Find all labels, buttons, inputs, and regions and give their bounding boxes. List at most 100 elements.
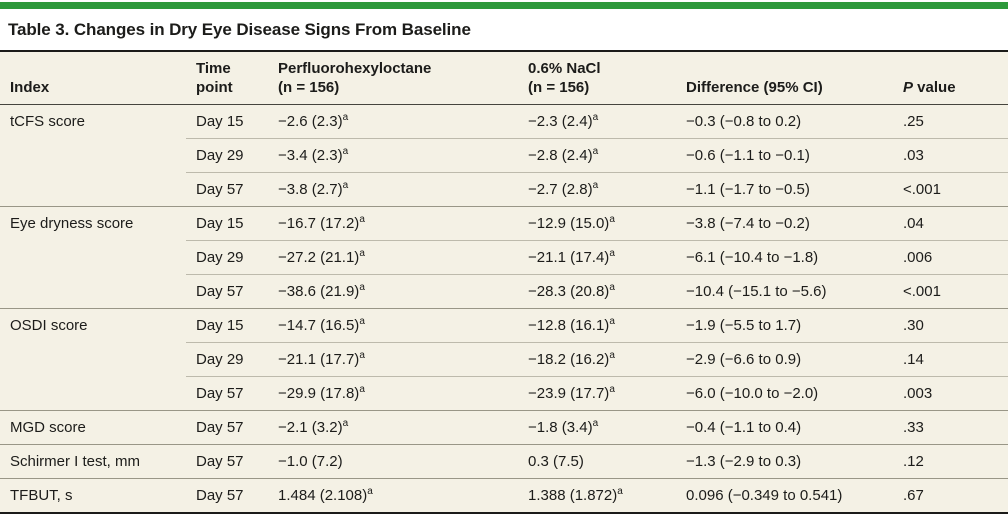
cell-time-point: Day 57 bbox=[186, 478, 268, 512]
cell-index bbox=[0, 342, 186, 376]
cell-difference: −1.1 (−1.7 to −0.5) bbox=[676, 172, 893, 206]
cell-p-value: <.001 bbox=[893, 172, 1008, 206]
cell-difference: −0.6 (−1.1 to −0.1) bbox=[676, 138, 893, 172]
cell-p-value: <.001 bbox=[893, 274, 1008, 308]
footnote-marker: a bbox=[359, 214, 365, 225]
table-row: Schirmer I test, mm Day 57 −1.0 (7.2) 0.3 (… bbox=[0, 444, 1008, 478]
cell-p-value: .25 bbox=[903, 113, 924, 130]
cell-p-value: .12 bbox=[893, 444, 1008, 478]
table-title: Table 3. Changes in Dry Eye Disease Sign… bbox=[8, 20, 471, 39]
footnote-marker: a bbox=[609, 350, 615, 361]
cell-index: TFBUT, s bbox=[0, 478, 186, 512]
footnote-marker: a bbox=[592, 112, 599, 123]
cell-time-point: Day 15 bbox=[186, 206, 268, 240]
table-row: Day 57 −3.8 (2.7)a −2.7 (2.8)a −1.1 (−1.7 t… bbox=[0, 172, 1008, 206]
cell-p-value: .33 bbox=[893, 410, 1008, 444]
cell-time-point: Day 29 bbox=[186, 138, 268, 172]
table-header-row: Index Time point Perfluorohexyloctane (n = 1… bbox=[0, 52, 1008, 105]
cell-time-point: Day 57 bbox=[186, 410, 268, 444]
footnote-marker: a bbox=[359, 350, 365, 361]
cell-p-value: .003 bbox=[893, 376, 1008, 410]
footnote-marker: a bbox=[609, 248, 615, 259]
cell-index: tCFS score bbox=[10, 113, 86, 130]
cell-nacl: −21.1 (17.4)a bbox=[518, 240, 676, 274]
footnote-marker: a bbox=[342, 180, 349, 191]
footnote-marker: a bbox=[367, 486, 373, 497]
cell-difference: 0.096 (−0.349 to 0.541) bbox=[676, 478, 893, 512]
table-row: Eye dryness score Day 15 −16.7 (17.2)a −12.… bbox=[0, 206, 1008, 240]
cell-index bbox=[0, 274, 186, 308]
cell-perfluorohexyloctane: −2.6 (2.3)a bbox=[278, 112, 349, 131]
table-row: TFBUT, s Day 57 1.484 (2.108)a 1.388 (1.872… bbox=[0, 478, 1008, 512]
cell-nacl: 0.3 (7.5) bbox=[518, 444, 676, 478]
cell-time-point: Day 29 bbox=[186, 240, 268, 274]
footnote-marker: a bbox=[359, 316, 365, 327]
cell-p-value: .14 bbox=[893, 342, 1008, 376]
cell-nacl: −23.9 (17.7)a bbox=[518, 376, 676, 410]
cell-nacl: −1.8 (3.4)a bbox=[518, 410, 676, 444]
column-header-time-point: Time point bbox=[186, 52, 268, 105]
cell-perfluorohexyloctane: −16.7 (17.2)a bbox=[268, 206, 518, 240]
cell-nacl: −12.8 (16.1)a bbox=[518, 308, 676, 342]
cell-time-point: Day 57 bbox=[186, 274, 268, 308]
footnote-marker: a bbox=[609, 214, 615, 225]
cell-nacl: −2.7 (2.8)a bbox=[518, 172, 676, 206]
cell-difference: −0.4 (−1.1 to 0.4) bbox=[676, 410, 893, 444]
cell-perfluorohexyloctane: −38.6 (21.9)a bbox=[268, 274, 518, 308]
cell-difference: −6.0 (−10.0 to −2.0) bbox=[676, 376, 893, 410]
cell-perfluorohexyloctane: −3.4 (2.3)a bbox=[268, 138, 518, 172]
cell-index: MGD score bbox=[0, 410, 186, 444]
cell-time-point: Day 15 bbox=[186, 308, 268, 342]
accent-bar bbox=[0, 2, 1008, 9]
cell-perfluorohexyloctane: −29.9 (17.8)a bbox=[268, 376, 518, 410]
cell-index: OSDI score bbox=[0, 308, 186, 342]
cell-perfluorohexyloctane: −3.8 (2.7)a bbox=[268, 172, 518, 206]
table-row: Day 57 −29.9 (17.8)a −23.9 (17.7)a −6.0 (−1… bbox=[0, 376, 1008, 410]
cell-perfluorohexyloctane: −1.0 (7.2) bbox=[268, 444, 518, 478]
cell-time-point: Day 15 bbox=[196, 113, 244, 130]
cell-difference: −0.3 (−0.8 to 0.2) bbox=[686, 113, 802, 130]
cell-perfluorohexyloctane: −27.2 (21.1)a bbox=[268, 240, 518, 274]
cell-nacl: 1.388 (1.872)a bbox=[518, 478, 676, 512]
cell-nacl: −18.2 (16.2)a bbox=[518, 342, 676, 376]
column-header-nacl: 0.6% NaCl (n = 156) bbox=[518, 52, 676, 105]
column-header-difference: Difference (95% CI) bbox=[676, 52, 893, 105]
footnote-marker: a bbox=[592, 180, 599, 191]
cell-difference: −2.9 (−6.6 to 0.9) bbox=[676, 342, 893, 376]
table-row: OSDI score Day 15 −14.7 (16.5)a −12.8 (16.1… bbox=[0, 308, 1008, 342]
table-row: Day 29 −27.2 (21.1)a −21.1 (17.4)a −6.1 (−1… bbox=[0, 240, 1008, 274]
header-row: Index Time point Perfluorohexyloctane (n = 1… bbox=[0, 52, 1008, 105]
cell-difference: −10.4 (−15.1 to −5.6) bbox=[676, 274, 893, 308]
cell-time-point: Day 29 bbox=[186, 342, 268, 376]
cell-p-value: .006 bbox=[893, 240, 1008, 274]
cell-perfluorohexyloctane: −2.1 (3.2)a bbox=[268, 410, 518, 444]
cell-index bbox=[0, 138, 186, 172]
cell-difference: −1.9 (−5.5 to 1.7) bbox=[676, 308, 893, 342]
footnote-marker: a bbox=[342, 418, 349, 429]
cell-time-point: Day 57 bbox=[186, 376, 268, 410]
cell-difference: −3.8 (−7.4 to −0.2) bbox=[676, 206, 893, 240]
footnote-marker: a bbox=[592, 146, 599, 157]
cell-p-value: .03 bbox=[893, 138, 1008, 172]
footnote-marker: a bbox=[342, 112, 349, 123]
cell-nacl: −2.8 (2.4)a bbox=[518, 138, 676, 172]
table-row: Day 29 −21.1 (17.7)a −18.2 (16.2)a −2.9 (−6… bbox=[0, 342, 1008, 376]
cell-time-point: Day 57 bbox=[186, 172, 268, 206]
column-header-perfluorohexyloctane: Perfluorohexyloctane (n = 156) bbox=[268, 52, 518, 105]
table-row: MGD score Day 57 −2.1 (3.2)a −1.8 (3.4)a −0.… bbox=[0, 410, 1008, 444]
cell-nacl: −28.3 (20.8)a bbox=[518, 274, 676, 308]
column-header-p-value: P value bbox=[893, 52, 1008, 105]
table-row: Day 29 −3.4 (2.3)a −2.8 (2.4)a −0.6 (−1.1 t… bbox=[0, 138, 1008, 172]
column-header-index: Index bbox=[0, 52, 186, 105]
dry-eye-signs-table: Index Time point Perfluorohexyloctane (n = 1… bbox=[0, 50, 1008, 514]
footnote-marker: a bbox=[609, 384, 615, 395]
footnote-marker: a bbox=[359, 384, 365, 395]
cell-difference: −1.3 (−2.9 to 0.3) bbox=[676, 444, 893, 478]
table-row: Day 57 −38.6 (21.9)a −28.3 (20.8)a −10.4 (−… bbox=[0, 274, 1008, 308]
cell-index: Schirmer I test, mm bbox=[0, 444, 186, 478]
cell-perfluorohexyloctane: −21.1 (17.7)a bbox=[268, 342, 518, 376]
table-body: tCFS score Day 15 −2.6 (2.3)a −2.3 (2.4)a −0… bbox=[0, 105, 1008, 512]
cell-index bbox=[0, 172, 186, 206]
footnote-marker: a bbox=[592, 418, 599, 429]
cell-index bbox=[0, 240, 186, 274]
